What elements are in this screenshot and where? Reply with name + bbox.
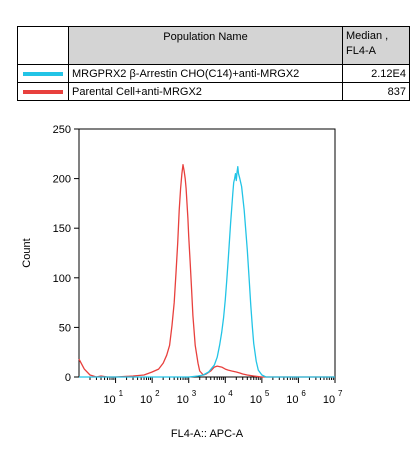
y-tick-label: 50	[59, 322, 71, 334]
x-tick-label: 10	[177, 394, 189, 406]
x-tick-exponent: 2	[155, 389, 160, 398]
x-tick-label: 10	[286, 394, 298, 406]
header-blank-cell	[17, 26, 69, 65]
x-tick-label: 10	[213, 394, 225, 406]
series-swatch-cell	[17, 64, 69, 83]
y-tick-label: 150	[53, 223, 71, 235]
y-tick-label: 250	[53, 124, 71, 136]
y-tick-label: 200	[53, 174, 71, 186]
population-name-cell: Parental Cell+anti-MRGX2	[68, 82, 343, 101]
red-line-swatch	[23, 89, 63, 94]
table-row: Parental Cell+anti-MRGX2 837	[17, 82, 410, 101]
table-row: MRGPRX2 β-Arrestin CHO(C14)+anti-MRGX2 2…	[17, 64, 410, 83]
table-header-row: Population Name Median , FL4-A	[17, 26, 410, 65]
y-axis-ticks: 0 50 100 150 200 250	[53, 124, 79, 384]
plot-frame	[78, 128, 336, 378]
population-name-cell: MRGPRX2 β-Arrestin CHO(C14)+anti-MRGX2	[68, 64, 343, 83]
x-tick-exponent: 6	[301, 389, 306, 398]
x-tick-exponent: 3	[192, 389, 197, 398]
y-axis-label: Count	[21, 238, 33, 267]
series-swatch-cell	[17, 82, 69, 101]
cyan-line-swatch	[23, 71, 63, 76]
series-layer	[78, 164, 335, 378]
x-tick-label: 10	[103, 394, 115, 406]
x-tick-exponent: 4	[228, 389, 233, 398]
x-tick-label: 10	[140, 394, 152, 406]
x-tick-label: 10	[323, 394, 335, 406]
cyan-histogram-line	[79, 166, 335, 378]
header-population-name: Population Name	[68, 26, 343, 65]
median-value-cell: 837	[342, 82, 410, 101]
y-tick-label: 100	[53, 273, 71, 285]
y-tick-label: 0	[65, 372, 71, 384]
x-axis-label: FL4-A:: APC-A	[171, 428, 244, 440]
population-legend-table: Population Name Median , FL4-A MRGPRX2 β…	[17, 26, 410, 101]
x-tick-exponent: 7	[338, 389, 343, 398]
x-tick-exponent: 1	[119, 389, 124, 398]
x-tick-label: 10	[250, 394, 262, 406]
x-tick-exponent: 5	[265, 389, 270, 398]
red-histogram-line	[78, 164, 335, 378]
header-median: Median , FL4-A	[342, 26, 410, 65]
median-value-cell: 2.12E4	[342, 64, 410, 83]
